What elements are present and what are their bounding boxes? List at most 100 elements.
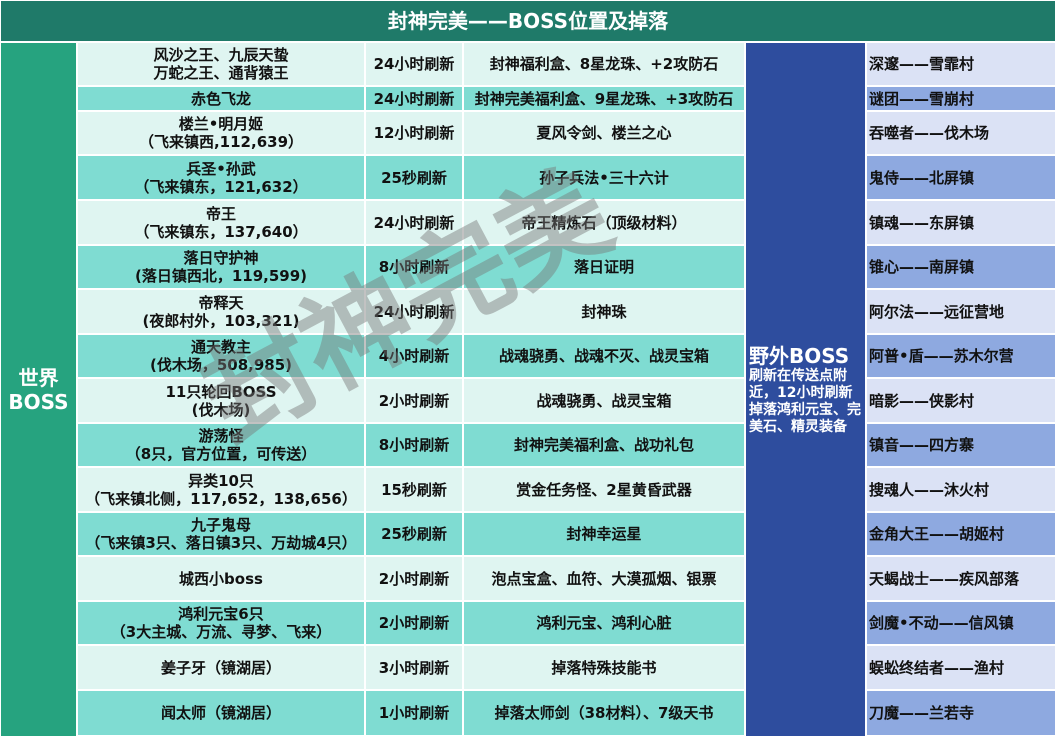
wild-boss: 谜团——雪崩村 [869,89,975,108]
boss-name-cell: 11只轮回BOSS (伐木场) [77,378,365,423]
drops-cell: 夏风令剑、楼兰之心 [463,111,745,155]
refresh-cell: 25秒刷新 [365,512,463,556]
boss-name-cell: 游荡怪 （8只，官方位置，可传送） [77,423,365,467]
boss-name-cell: 楼兰•明月姬 （飞来镇西,112,639） [77,111,365,155]
wild-boss: 鬼侍——北屏镇 [869,168,975,187]
boss-name: （飞来镇东，137,640） [134,222,308,241]
refresh-cell: 2小时刷新 [365,601,463,645]
boss-name: 异类10只 [188,471,254,490]
wild-boss-cell: 暗影——侠影村 [866,378,1056,423]
wild-boss: 镇魂——东屏镇 [869,213,975,232]
refresh: 4小时刷新 [378,347,450,365]
wild-boss-cell: 天蝎战士——疾风部落 [866,556,1056,601]
refresh-cell: 24小时刷新 [365,289,463,334]
boss-name-cell: 帝王 （飞来镇东，137,640） [77,200,365,245]
refresh: 24小时刷新 [373,302,455,321]
boss-name: （飞来镇西,112,639） [138,133,304,151]
drops: 孙子兵法•三十六计 [539,168,669,187]
drops-cell: 落日证明 [463,245,745,289]
boss-name: （飞来镇3只、落日镇3只、万劫城4只） [85,534,357,552]
drops: 帝王精炼石（顶级材料） [521,213,687,232]
boss-name: 游荡怪 [198,427,244,445]
drops: 封神完美福利盒、战功礼包 [513,436,694,454]
drops-cell: 战魂骁勇、战魂不灭、战灵宝箱 [463,334,745,378]
boss-name: 兵圣•孙武 [186,159,256,178]
drops: 落日证明 [573,258,634,276]
boss-name: （3大主城、万流、寻梦、飞来） [110,623,332,641]
boss-name: 万蛇之王、通背猿王 [153,64,289,82]
wild-boss: 金角大王——胡姬村 [869,525,1005,543]
boss-name: 闻太师（镜湖居） [160,704,281,722]
boss-name: (夜郎村外，103,321) [142,311,300,330]
boss-name: 帝释天 [198,293,244,312]
wild-boss-cell: 搜魂人——沐火村 [866,467,1056,512]
refresh-cell: 24小时刷新 [365,42,463,86]
refresh: 25秒刷新 [381,168,447,187]
boss-name-cell: 通天教主 (伐木场，508,985) [77,334,365,378]
wild-title: 野外BOSS [749,343,850,368]
boss-name-cell: 落日守护神 (落日镇西北，119,599) [77,245,365,289]
wild-boss: 阿普•盾——苏木尔营 [869,347,1014,365]
boss-name: （8只，官方位置，可传送） [125,445,317,463]
refresh: 2小时刷新 [378,614,450,632]
boss-name: (落日镇西北，119,599) [134,267,308,285]
drops: 封神珠 [581,302,627,321]
boss-name: 楼兰•明月姬 [178,115,264,133]
boss-name-cell: 城西小boss [77,556,365,601]
wild-boss: 剑魔•不动——信风镇 [869,614,1014,632]
boss-name-cell: 异类10只 （飞来镇北侧，117,652，138,656） [77,467,365,512]
wild-boss-cell: 镇音——四方寨 [866,423,1056,467]
refresh: 24小时刷新 [373,89,455,108]
refresh: 15秒刷新 [381,480,447,499]
drops-cell: 封神珠 [463,289,745,334]
boss-name: (伐木场) [191,400,251,419]
world-label-line: 世界 [18,365,59,390]
boss-name-cell: 赤色飞龙 [77,86,365,111]
boss-name-cell: 闻太师（镜湖居） [77,690,365,736]
drops-cell: 鸿利元宝、鸿利心脏 [463,601,745,645]
wild-boss: 蜈蚣终结者——渔村 [869,658,1005,677]
title-text: 封神完美——BOSS位置及掉落 [387,9,669,33]
refresh-cell: 3小时刷新 [365,645,463,690]
boss-name-cell: 兵圣•孙武 （飞来镇东，121,632） [77,155,365,200]
boss-name: 姜子牙（镜湖居） [160,658,281,677]
drops-cell: 掉落特殊技能书 [463,645,745,690]
drops: 封神幸运星 [566,525,642,543]
drops-cell: 封神完美福利盒、9星龙珠、+3攻防石 [463,86,745,111]
wild-boss: 锥心——南屏镇 [869,258,975,276]
refresh-cell: 8小时刷新 [365,245,463,289]
world-label: 世界 BOSS [0,42,77,737]
drops: 赏金任务怪、2星黄昏武器 [516,480,692,499]
drops-cell: 孙子兵法•三十六计 [463,155,745,200]
boss-name: 11只轮回BOSS [165,382,277,401]
refresh-cell: 24小时刷新 [365,86,463,111]
wild-boss-cell: 蜈蚣终结者——渔村 [866,645,1056,690]
drops: 掉落特殊技能书 [551,658,657,677]
boss-name: 城西小boss [179,569,263,588]
boss-name: 通天教主 [190,338,251,356]
drops-cell: 战魂骁勇、战灵宝箱 [463,378,745,423]
refresh: 1小时刷新 [378,704,450,722]
drops-cell: 掉落太师剑（38材料）、7级天书 [463,690,745,736]
wild-boss: 天蝎战士——疾风部落 [869,569,1020,588]
drops-cell: 封神完美福利盒、战功礼包 [463,423,745,467]
wild-boss: 阿尔法——远征营地 [869,302,1005,321]
wild-boss-cell: 谜团——雪崩村 [866,86,1056,111]
drops-cell: 赏金任务怪、2星黄昏武器 [463,467,745,512]
boss-name: （飞来镇北侧，117,652，138,656） [85,489,357,508]
refresh: 8小时刷新 [378,436,450,454]
wild-boss: 搜魂人——沐火村 [869,480,990,499]
refresh: 3小时刷新 [378,658,450,677]
refresh-cell: 24小时刷新 [365,200,463,245]
refresh-cell: 4小时刷新 [365,334,463,378]
wild-panel: 野外BOSS 刷新在传送点附近，12小时刷新掉落鸿利元宝、完美石、精灵装备 [745,42,866,737]
drops: 战魂骁勇、战灵宝箱 [536,391,672,410]
title: 封神完美——BOSS位置及掉落 [0,0,1056,42]
wild-boss-cell: 金角大王——胡姬村 [866,512,1056,556]
wild-boss: 镇音——四方寨 [869,436,975,454]
wild-boss-cell: 剑魔•不动——信风镇 [866,601,1056,645]
boss-name: 风沙之王、九辰天蛰 [153,46,289,64]
drops-cell: 泡点宝盒、血符、大漠孤烟、银票 [463,556,745,601]
wild-boss-cell: 鬼侍——北屏镇 [866,155,1056,200]
wild-boss: 吞噬者——伐木场 [869,124,990,142]
